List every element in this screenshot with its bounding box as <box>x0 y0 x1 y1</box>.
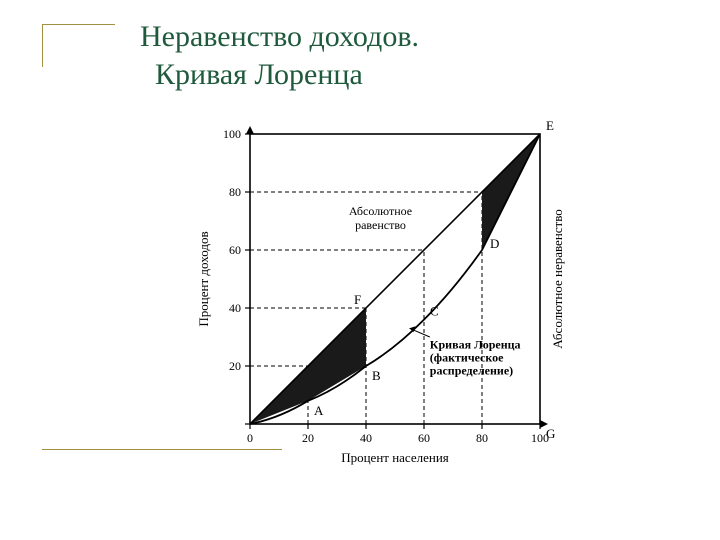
svg-text:A: A <box>314 403 324 418</box>
svg-text:равенство: равенство <box>355 218 406 232</box>
svg-text:40: 40 <box>360 431 372 445</box>
title-line1: Неравенство доходов. <box>140 20 419 53</box>
svg-text:C: C <box>430 304 439 319</box>
svg-text:F: F <box>354 292 361 307</box>
slide-title: Неравенство доходов. Кривая Лоренца <box>140 18 419 93</box>
svg-text:G: G <box>546 426 555 441</box>
svg-text:20: 20 <box>302 431 314 445</box>
svg-text:60: 60 <box>418 431 430 445</box>
svg-text:Абсолютное: Абсолютное <box>349 204 412 218</box>
svg-text:100: 100 <box>223 127 241 141</box>
svg-text:60: 60 <box>229 243 241 257</box>
title-line2: Кривая Лоренца <box>155 58 363 91</box>
svg-text:Кривая Лоренца: Кривая Лоренца <box>430 338 521 352</box>
svg-text:(фактическое: (фактическое <box>430 351 504 365</box>
svg-text:20: 20 <box>229 359 241 373</box>
svg-text:Процент населения: Процент населения <box>341 450 449 465</box>
chart-svg: 02020404060608080100100Абсолютное нераве… <box>190 94 590 494</box>
svg-text:B: B <box>372 368 381 383</box>
svg-text:40: 40 <box>229 301 241 315</box>
svg-text:80: 80 <box>229 185 241 199</box>
slide: Неравенство доходов. Кривая Лоренца 0 20 2… <box>0 0 720 540</box>
svg-text:E: E <box>546 118 554 133</box>
lorenz-chart: 02020404060608080100100Абсолютное нераве… <box>190 94 590 494</box>
svg-text:распределение): распределение) <box>430 364 513 378</box>
svg-text:Абсолютное неравенство: Абсолютное неравенство <box>550 209 565 349</box>
decor-frame-top <box>42 24 115 67</box>
svg-text:0: 0 <box>247 431 253 445</box>
svg-text:D: D <box>490 236 499 251</box>
svg-text:80: 80 <box>476 431 488 445</box>
svg-text:Процент доходов: Процент доходов <box>196 231 211 326</box>
